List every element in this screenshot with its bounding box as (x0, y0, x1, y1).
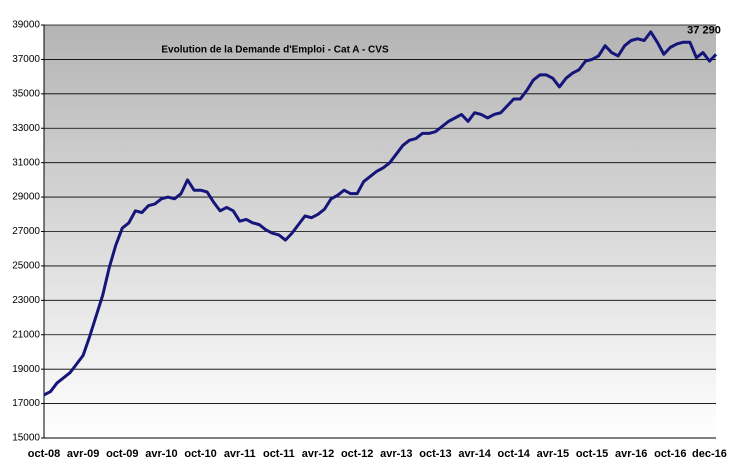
y-tick-label: 17000 (12, 398, 40, 409)
y-tick-label: 25000 (12, 261, 40, 272)
x-tick-label: avr-14 (458, 448, 491, 460)
annotation: 37 290 (687, 24, 721, 36)
x-tick-label: oct-09 (106, 448, 138, 460)
x-tick-label: avr-09 (67, 448, 99, 460)
x-tick-label: avr-12 (302, 448, 334, 460)
y-tick-label: 15000 (12, 433, 40, 444)
x-tick-label: oct-14 (498, 448, 531, 460)
y-tick-label: 35000 (12, 88, 40, 99)
line-series (43, 30, 718, 397)
x-tick-label: avr-13 (380, 448, 412, 460)
y-tick-label: 33000 (12, 123, 40, 134)
x-tick-label: avr-15 (537, 448, 569, 460)
x-tick-label: oct-12 (341, 448, 373, 460)
y-tick-label: 37000 (12, 54, 40, 65)
y-tick-label: 21000 (12, 329, 40, 340)
x-tick-label: avr-16 (615, 448, 647, 460)
y-tick-label: 39000 (12, 20, 40, 31)
x-tick-label: oct-13 (419, 448, 451, 460)
x-tick-label: oct-16 (654, 448, 686, 460)
y-tick-label: 31000 (12, 157, 40, 168)
y-tick-label: 27000 (12, 226, 40, 237)
y-tick-label: 29000 (12, 192, 40, 203)
x-tick-label: oct-08 (28, 448, 60, 460)
y-tick-label: 23000 (12, 295, 40, 306)
x-tick-label: dec-16 (692, 448, 727, 460)
x-tick-label: oct-10 (184, 448, 216, 460)
chart-title: Evolution de la Demande d'Emploi - Cat A… (161, 45, 389, 56)
x-tick-label: avr-11 (224, 448, 256, 460)
x-tick-label: oct-15 (576, 448, 608, 460)
x-tick-label: oct-11 (263, 448, 295, 460)
x-tick-label: avr-10 (145, 448, 177, 460)
y-tick-label: 19000 (12, 364, 40, 375)
